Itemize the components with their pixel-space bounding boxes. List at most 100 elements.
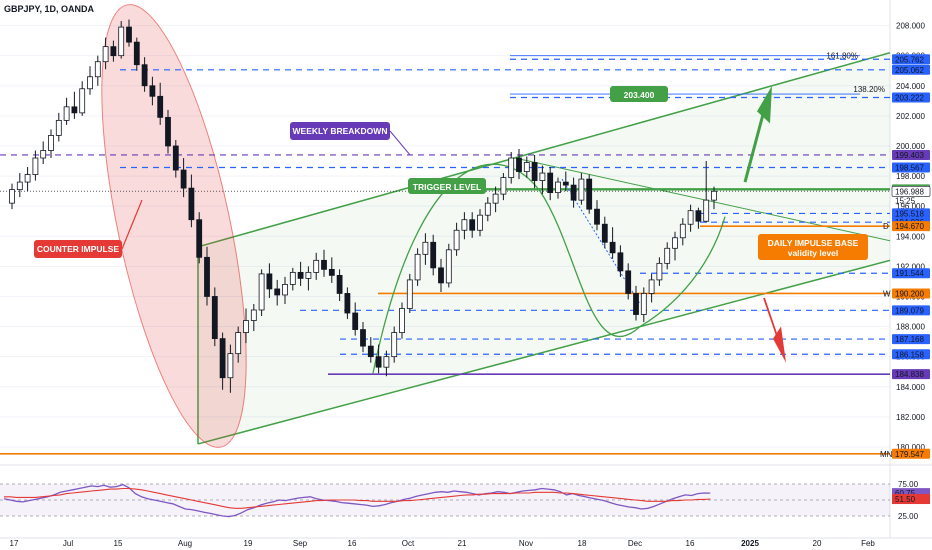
time-tick-label: 19 xyxy=(244,539,253,548)
level-tag-mn: MN xyxy=(880,450,893,459)
candle-body xyxy=(110,46,117,57)
price-label-box xyxy=(892,162,930,173)
candle-body xyxy=(430,241,437,269)
countdown-text: 15:25 xyxy=(895,196,916,205)
candle-body xyxy=(227,353,234,379)
price-tick-label: 184.000 xyxy=(896,383,925,392)
price-tick-label: 196.000 xyxy=(896,202,925,211)
price-label-box xyxy=(892,305,930,316)
candle-body xyxy=(79,88,86,114)
channel-upper-line xyxy=(197,51,891,248)
candle-body xyxy=(352,312,359,330)
price-label-text: 195.518 xyxy=(895,209,924,218)
weekly-breakdown-label-box xyxy=(290,122,390,140)
candle-body xyxy=(484,202,491,216)
price-tick-label: 182.000 xyxy=(896,413,925,422)
fib-label-138: 138.20% xyxy=(853,85,885,94)
candle-body xyxy=(617,252,624,272)
candle-body xyxy=(625,270,632,294)
price-label-box xyxy=(892,221,930,232)
price-label-box xyxy=(892,149,930,160)
weekly-breakdown-connector xyxy=(389,130,411,156)
candle-body xyxy=(289,271,296,285)
candle-body xyxy=(204,256,210,297)
candle-body xyxy=(516,157,522,172)
rsi-tick-label: 25.00 xyxy=(898,512,919,521)
candle-body xyxy=(687,210,694,225)
candle-body xyxy=(695,210,702,222)
price-tick-label: 194.000 xyxy=(896,232,925,241)
up-arrow-shaft xyxy=(743,106,767,183)
candle-body xyxy=(344,293,351,314)
candle-body xyxy=(438,267,444,284)
time-tick-label: Jul xyxy=(63,539,73,548)
price-label-box xyxy=(892,268,930,279)
candle-body xyxy=(422,241,429,255)
price-label-box xyxy=(892,448,930,459)
daily-impulse-base-label-text: DAILY IMPULSE BASE xyxy=(768,238,859,248)
price-label-text: 187.168 xyxy=(895,335,924,344)
candle-body xyxy=(367,345,374,358)
time-tick-label: Feb xyxy=(861,539,875,548)
price-label-text: 179.547 xyxy=(895,450,924,459)
candle-body xyxy=(55,119,62,136)
candle-body xyxy=(258,273,265,311)
counter-impulse-ellipse xyxy=(101,4,247,448)
candle-body xyxy=(633,293,639,315)
candle-body xyxy=(16,181,23,191)
candle-body xyxy=(211,296,218,339)
chart-title: GBPJPY, 1D, OANDA xyxy=(4,4,95,14)
time-tick-label: Dec xyxy=(628,539,642,548)
arc-curve-3 xyxy=(639,216,726,328)
candle-body xyxy=(399,308,405,333)
time-tick-label: 16 xyxy=(686,539,695,548)
candle-body xyxy=(9,189,15,204)
price-tick-label: 192.000 xyxy=(896,262,925,271)
candle-body xyxy=(477,214,483,231)
level-tag-d: D xyxy=(883,222,889,231)
candle-body xyxy=(586,178,593,210)
down-arrow-head xyxy=(773,326,786,363)
time-tick-label: Aug xyxy=(178,539,192,548)
price-label-text: 196.988 xyxy=(895,187,924,196)
candle-body xyxy=(219,338,226,379)
price-label-text: 191.544 xyxy=(895,269,924,278)
candle-body xyxy=(24,174,31,183)
time-tick-label: 18 xyxy=(578,539,587,548)
rsi-value-box xyxy=(892,488,930,499)
candle-body xyxy=(640,293,647,315)
candle-body xyxy=(711,190,717,201)
price-label-box xyxy=(892,54,930,65)
candle-body xyxy=(656,262,663,281)
candle-body xyxy=(555,181,561,194)
candle-body xyxy=(601,223,608,243)
rsi-line xyxy=(3,483,711,518)
price-label-box xyxy=(891,185,931,197)
time-tick-label: Nov xyxy=(519,539,533,548)
price-label-text: 190.200 xyxy=(895,289,924,298)
candle-body xyxy=(118,26,125,57)
candle-body xyxy=(297,271,304,279)
candle-body xyxy=(375,356,382,368)
fib-label-161: 161.80% xyxy=(826,52,858,61)
rsi-value-text: 60.75 xyxy=(895,489,916,498)
price-tick-label: 188.000 xyxy=(896,323,925,332)
candle-body xyxy=(40,150,47,159)
price-label-text: 189.079 xyxy=(895,306,924,315)
candle-body xyxy=(94,61,101,78)
candle-body xyxy=(703,199,710,222)
price-label-box xyxy=(892,92,930,103)
candle-body xyxy=(562,181,569,186)
time-tick-label: 15 xyxy=(114,539,123,548)
candle-body xyxy=(594,208,600,225)
candle-body xyxy=(523,162,530,172)
candle-body xyxy=(188,187,195,221)
rsi-ma-text: 51.50 xyxy=(895,495,916,504)
candle-body xyxy=(48,135,54,151)
time-tick-label: 2025 xyxy=(741,539,759,548)
arc-curve-2 xyxy=(539,190,641,337)
candle-body xyxy=(141,64,148,87)
callouts-layer: COUNTER IMPULSE WEEKLY BREAKDOWN TRIGGER L… xyxy=(34,86,868,260)
price-label-box xyxy=(892,334,930,345)
